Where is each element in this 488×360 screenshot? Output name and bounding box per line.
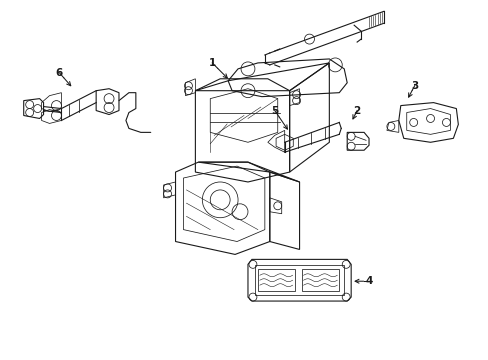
Text: 2: 2	[353, 105, 360, 116]
Text: 4: 4	[365, 276, 372, 286]
Text: 6: 6	[56, 68, 63, 78]
Text: 5: 5	[270, 105, 278, 116]
Text: 3: 3	[410, 81, 417, 91]
Text: 1: 1	[208, 58, 215, 68]
